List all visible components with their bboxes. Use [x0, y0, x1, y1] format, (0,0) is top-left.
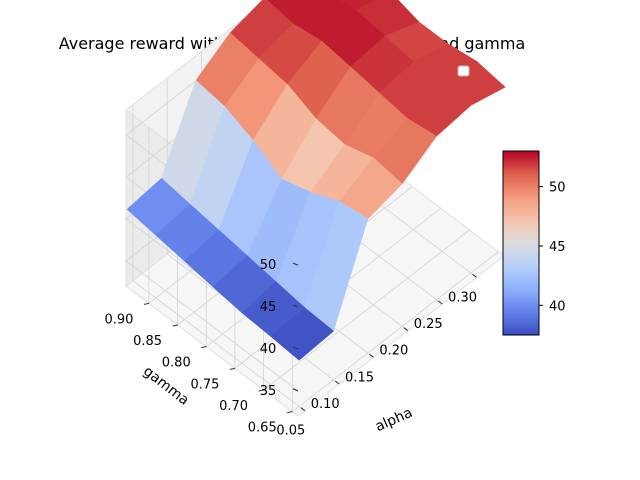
x-tick-label: 0.15	[345, 370, 374, 385]
z-tick-mark	[292, 346, 299, 350]
y-tick-mark	[201, 346, 207, 349]
colorbar-tick-label: 45	[549, 240, 566, 255]
z-tick-mark	[292, 262, 299, 266]
x-tick-label: 0.05	[276, 424, 305, 439]
x-tick-label: 0.25	[414, 317, 443, 332]
x-tick-mark	[437, 300, 443, 305]
z-tick-label: 45	[260, 300, 277, 315]
y-tick-label: 0.75	[190, 377, 219, 392]
x-axis-label: alpha	[373, 405, 415, 435]
surface-mesh	[126, 0, 506, 361]
y-tick-mark	[287, 411, 293, 414]
x-tick-label: 0.30	[448, 290, 477, 305]
gridline-z-left	[125, 260, 299, 392]
y-tick-mark	[229, 367, 236, 370]
x-tick-mark	[369, 353, 374, 358]
gridline-x-floor	[132, 280, 306, 412]
colorbar-tick-label: 50	[549, 181, 566, 196]
x-tick-mark	[334, 380, 340, 385]
colorbar-bar	[502, 150, 540, 336]
y-tick-label: 0.90	[104, 312, 133, 327]
x-tick-label: 0.10	[311, 397, 340, 412]
colorbar-tick-label: 40	[549, 299, 566, 314]
z-tick-label: 40	[260, 342, 277, 357]
y-tick-mark	[258, 389, 264, 392]
surface-patch	[270, 307, 334, 361]
y-tick-label: 0.70	[219, 399, 248, 414]
axis-ticks: 0.05 0.10 0.15 0.20 0.25 0.30 0.650.700.75 0.80…	[104, 258, 477, 439]
z-tick-mark	[292, 304, 299, 308]
x-tick-label: 0.20	[379, 344, 408, 359]
x-tick-mark	[472, 273, 477, 278]
gridline-y-floor	[263, 229, 470, 391]
y-tick-label: 0.65	[248, 421, 277, 436]
z-tick-label: 35	[260, 384, 277, 399]
y-tick-mark	[143, 302, 150, 305]
gridline-y-floor	[292, 251, 499, 413]
x-tick-mark	[300, 407, 306, 412]
z-tick-label: 50	[260, 258, 277, 273]
surface-patch	[338, 0, 377, 11]
y-tick-label: 0.85	[133, 334, 162, 349]
z-tick-mark	[292, 388, 299, 392]
legend-box	[457, 65, 470, 77]
x-tick-mark	[403, 327, 409, 332]
colorbar: 40 45 50	[502, 150, 566, 336]
y-tick-mark	[172, 324, 178, 327]
y-tick-label: 0.80	[162, 356, 191, 371]
